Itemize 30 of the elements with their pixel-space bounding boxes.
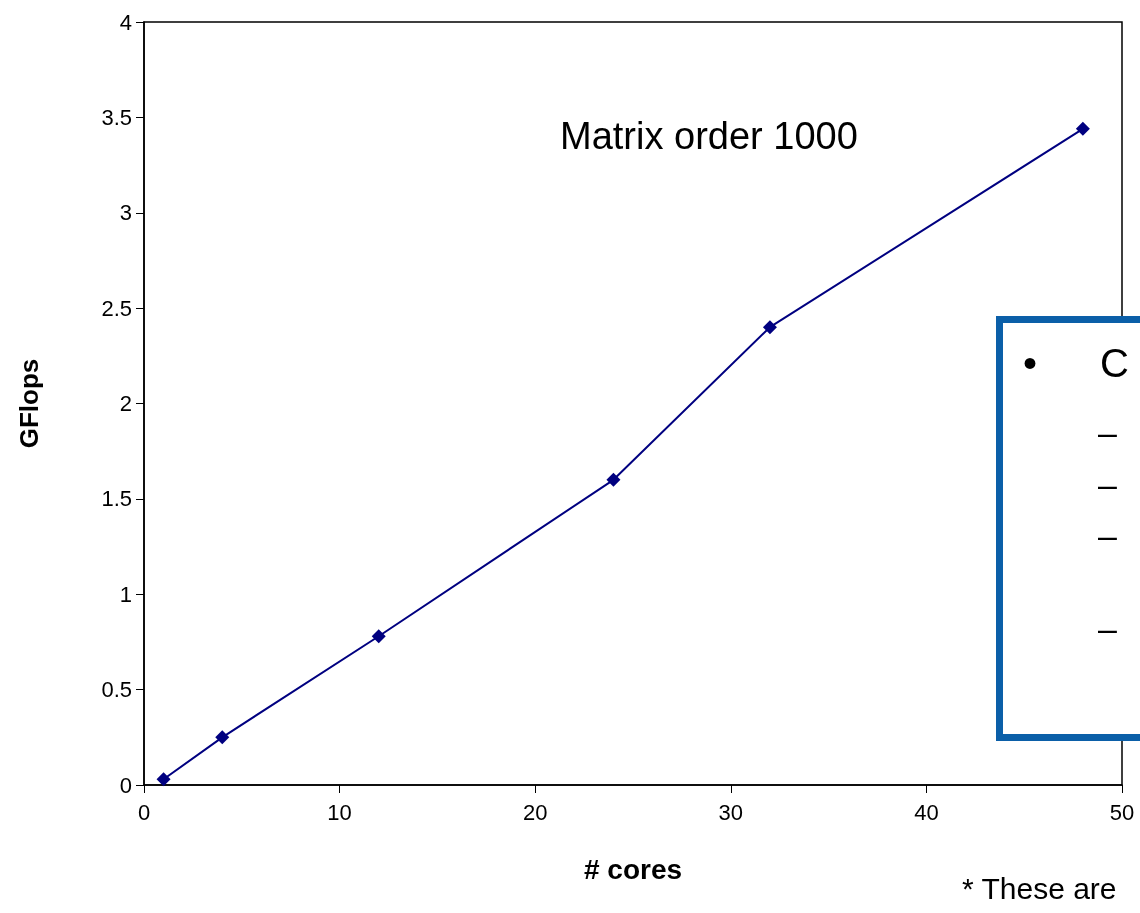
annotation: – <box>1098 516 1117 554</box>
y-tick-label: 3 <box>119 200 132 226</box>
y-tick-label: 1.5 <box>101 486 132 512</box>
y-tick-label: 1 <box>119 581 132 607</box>
annotation: Matrix order 1000 <box>560 115 858 157</box>
point <box>762 320 777 335</box>
x-tick-label: 10 <box>327 799 352 825</box>
point <box>606 472 621 487</box>
annotation: • C <box>1023 341 1130 385</box>
point <box>1075 121 1090 136</box>
x-tick-label: 0 <box>137 799 151 825</box>
point <box>371 629 386 644</box>
x-tick-label: 20 <box>522 799 548 825</box>
y-tick-label: 3.5 <box>101 104 132 130</box>
y-tick-label: 0.5 <box>101 677 132 703</box>
x-tick-label: 50 <box>1109 799 1135 825</box>
y-axis-title: GFlops <box>14 358 44 449</box>
text: * These are <box>962 872 1117 905</box>
annotation: – <box>1098 609 1117 647</box>
y-tick-label: 2.5 <box>101 295 132 321</box>
point <box>156 772 171 787</box>
annotation: – <box>1098 413 1117 451</box>
y-tick-label: 2 <box>119 391 132 416</box>
y-tick-label: 4 <box>119 9 132 35</box>
point <box>215 730 230 745</box>
x-axis-title: # cores <box>583 853 683 885</box>
x-tick-label: 40 <box>914 799 939 825</box>
annotation: – <box>1098 465 1117 503</box>
x-tick-label: 30 <box>718 799 744 825</box>
y-tick-label: 0 <box>119 772 132 798</box>
